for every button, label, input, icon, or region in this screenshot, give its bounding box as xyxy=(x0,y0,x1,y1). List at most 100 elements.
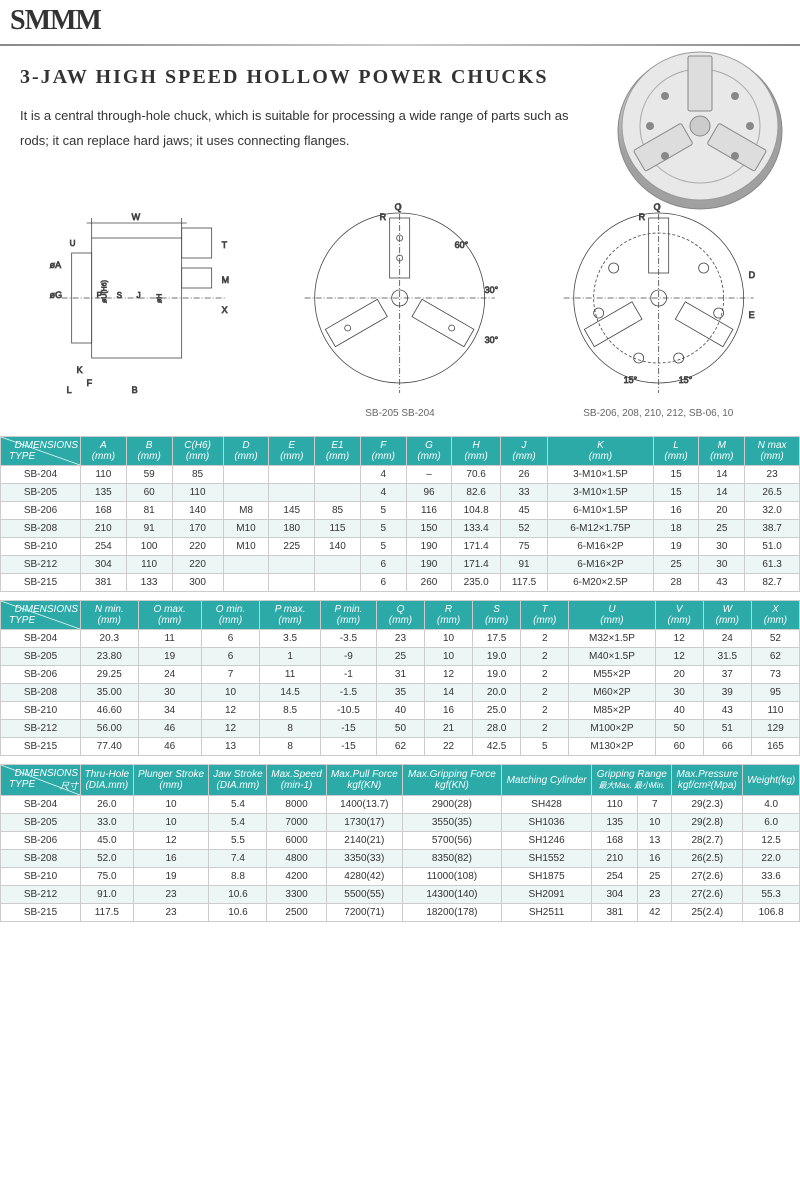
type-cell: SB-212 xyxy=(1,720,81,738)
table-row: SB-215117.52310.625007200(71)18200(178)S… xyxy=(1,904,800,922)
data-cell: 35 xyxy=(376,684,424,702)
data-cell: 28.0 xyxy=(473,720,521,738)
svg-text:øH: øH xyxy=(157,294,164,303)
data-cell: 12 xyxy=(201,720,259,738)
diagram-front-1: Q R 60° 30° 30° SB-205 SB-204 xyxy=(278,198,521,398)
table-row: SB-21291.02310.633005500(55)14300(140)SH… xyxy=(1,886,800,904)
data-cell: 45.0 xyxy=(81,832,134,850)
data-cell: 260 xyxy=(406,574,452,592)
data-cell: 77.40 xyxy=(81,738,139,756)
table-row: SB-2051356011049682.6333-M10×1.5P151426.… xyxy=(1,484,800,502)
data-cell: 6.0 xyxy=(743,814,800,832)
dimensions-type-header: DIMENSIONSTYPE尺寸 xyxy=(1,765,81,796)
data-cell: 117.5 xyxy=(500,574,547,592)
data-cell: 23 xyxy=(376,630,424,648)
data-cell: 59 xyxy=(126,466,172,484)
data-cell: 29(2.3) xyxy=(672,796,743,814)
data-cell: 20 xyxy=(655,666,703,684)
type-cell: SB-206 xyxy=(1,832,81,850)
data-cell: 52 xyxy=(500,520,547,538)
data-cell: 254 xyxy=(81,538,127,556)
data-cell: 5 xyxy=(521,738,569,756)
svg-text:T: T xyxy=(222,240,228,250)
data-cell: 18200(178) xyxy=(402,904,501,922)
table-row: SB-20533.0105.470001730(17)3550(35)SH103… xyxy=(1,814,800,832)
data-cell: M40×1.5P xyxy=(569,648,655,666)
data-cell: -15 xyxy=(320,720,376,738)
column-header: W(mm) xyxy=(703,601,751,630)
data-cell: 1730(17) xyxy=(326,814,402,832)
data-cell: 381 xyxy=(81,574,127,592)
column-header: S(mm) xyxy=(473,601,521,630)
table-row: SB-21075.0198.842004280(42)11000(108)SH1… xyxy=(1,868,800,886)
data-cell: 27(2.6) xyxy=(672,886,743,904)
data-cell: 6 xyxy=(201,630,259,648)
data-cell: 12 xyxy=(201,702,259,720)
data-cell: 7 xyxy=(201,666,259,684)
data-cell: 14300(140) xyxy=(402,886,501,904)
data-cell: 15 xyxy=(653,466,699,484)
column-header: Max.Pressurekgf/cm²(Mpa) xyxy=(672,765,743,796)
column-header: Weight(kg) xyxy=(743,765,800,796)
data-cell: 15 xyxy=(653,484,699,502)
data-cell: 25(2.4) xyxy=(672,904,743,922)
data-cell: M55×2P xyxy=(569,666,655,684)
data-cell: SH1875 xyxy=(501,868,592,886)
product-image xyxy=(610,36,790,216)
data-cell: 10 xyxy=(133,814,209,832)
data-cell: 3300 xyxy=(267,886,326,904)
data-cell: 25 xyxy=(638,868,672,886)
data-cell: 28 xyxy=(653,574,699,592)
data-cell: 1 xyxy=(260,648,321,666)
technical-diagrams: W T M X øA øG K F L B P S J U øU(H6) øH xyxy=(0,188,800,428)
data-cell: 4280(42) xyxy=(326,868,402,886)
svg-text:S: S xyxy=(117,291,122,300)
svg-text:F: F xyxy=(87,378,93,388)
data-cell: 6 xyxy=(201,648,259,666)
data-cell: 40 xyxy=(655,702,703,720)
data-cell: 66 xyxy=(703,738,751,756)
data-cell: 52.0 xyxy=(81,850,134,868)
data-cell: 82.6 xyxy=(452,484,501,502)
data-cell: 34 xyxy=(138,702,201,720)
data-cell: SH2091 xyxy=(501,886,592,904)
data-cell: 85 xyxy=(172,466,223,484)
table-row: SB-21046.6034128.5-10.5401625.02M85×2P40… xyxy=(1,702,800,720)
data-cell: 100 xyxy=(126,538,172,556)
data-cell: 2900(28) xyxy=(402,796,501,814)
type-cell: SB-205 xyxy=(1,484,81,502)
data-cell: 82.7 xyxy=(745,574,800,592)
type-cell: SB-205 xyxy=(1,648,81,666)
svg-text:øU(H6): øU(H6) xyxy=(102,280,109,303)
data-cell: 5.4 xyxy=(209,796,267,814)
data-cell xyxy=(223,574,269,592)
data-cell: 26.0 xyxy=(81,796,134,814)
type-cell: SB-208 xyxy=(1,684,81,702)
data-cell: 37 xyxy=(703,666,751,684)
data-cell: 5.5 xyxy=(209,832,267,850)
column-header: L(mm) xyxy=(653,437,699,466)
column-header: T(mm) xyxy=(521,601,569,630)
data-cell: 4 xyxy=(360,466,406,484)
column-header: Max.Pull Forcekgf(KN) xyxy=(326,765,402,796)
data-cell: 19.0 xyxy=(473,666,521,684)
data-cell: 19.0 xyxy=(473,648,521,666)
column-header: J(mm) xyxy=(500,437,547,466)
data-cell: 50 xyxy=(376,720,424,738)
svg-text:15°: 15° xyxy=(678,375,692,385)
data-cell: 23 xyxy=(745,466,800,484)
type-cell: SB-206 xyxy=(1,666,81,684)
type-cell: SB-210 xyxy=(1,868,81,886)
data-cell: 23 xyxy=(638,886,672,904)
data-cell: 2 xyxy=(521,648,569,666)
data-cell: – xyxy=(406,466,452,484)
data-cell: 16 xyxy=(638,850,672,868)
data-cell: 12 xyxy=(655,648,703,666)
svg-text:60°: 60° xyxy=(455,240,469,250)
data-cell: 25 xyxy=(699,520,745,538)
svg-text:R: R xyxy=(638,212,645,222)
table-row: SB-21577.4046138-15622242.55M130×2P60661… xyxy=(1,738,800,756)
data-cell: 30 xyxy=(699,556,745,574)
data-cell: 10 xyxy=(638,814,672,832)
data-cell: 19 xyxy=(653,538,699,556)
